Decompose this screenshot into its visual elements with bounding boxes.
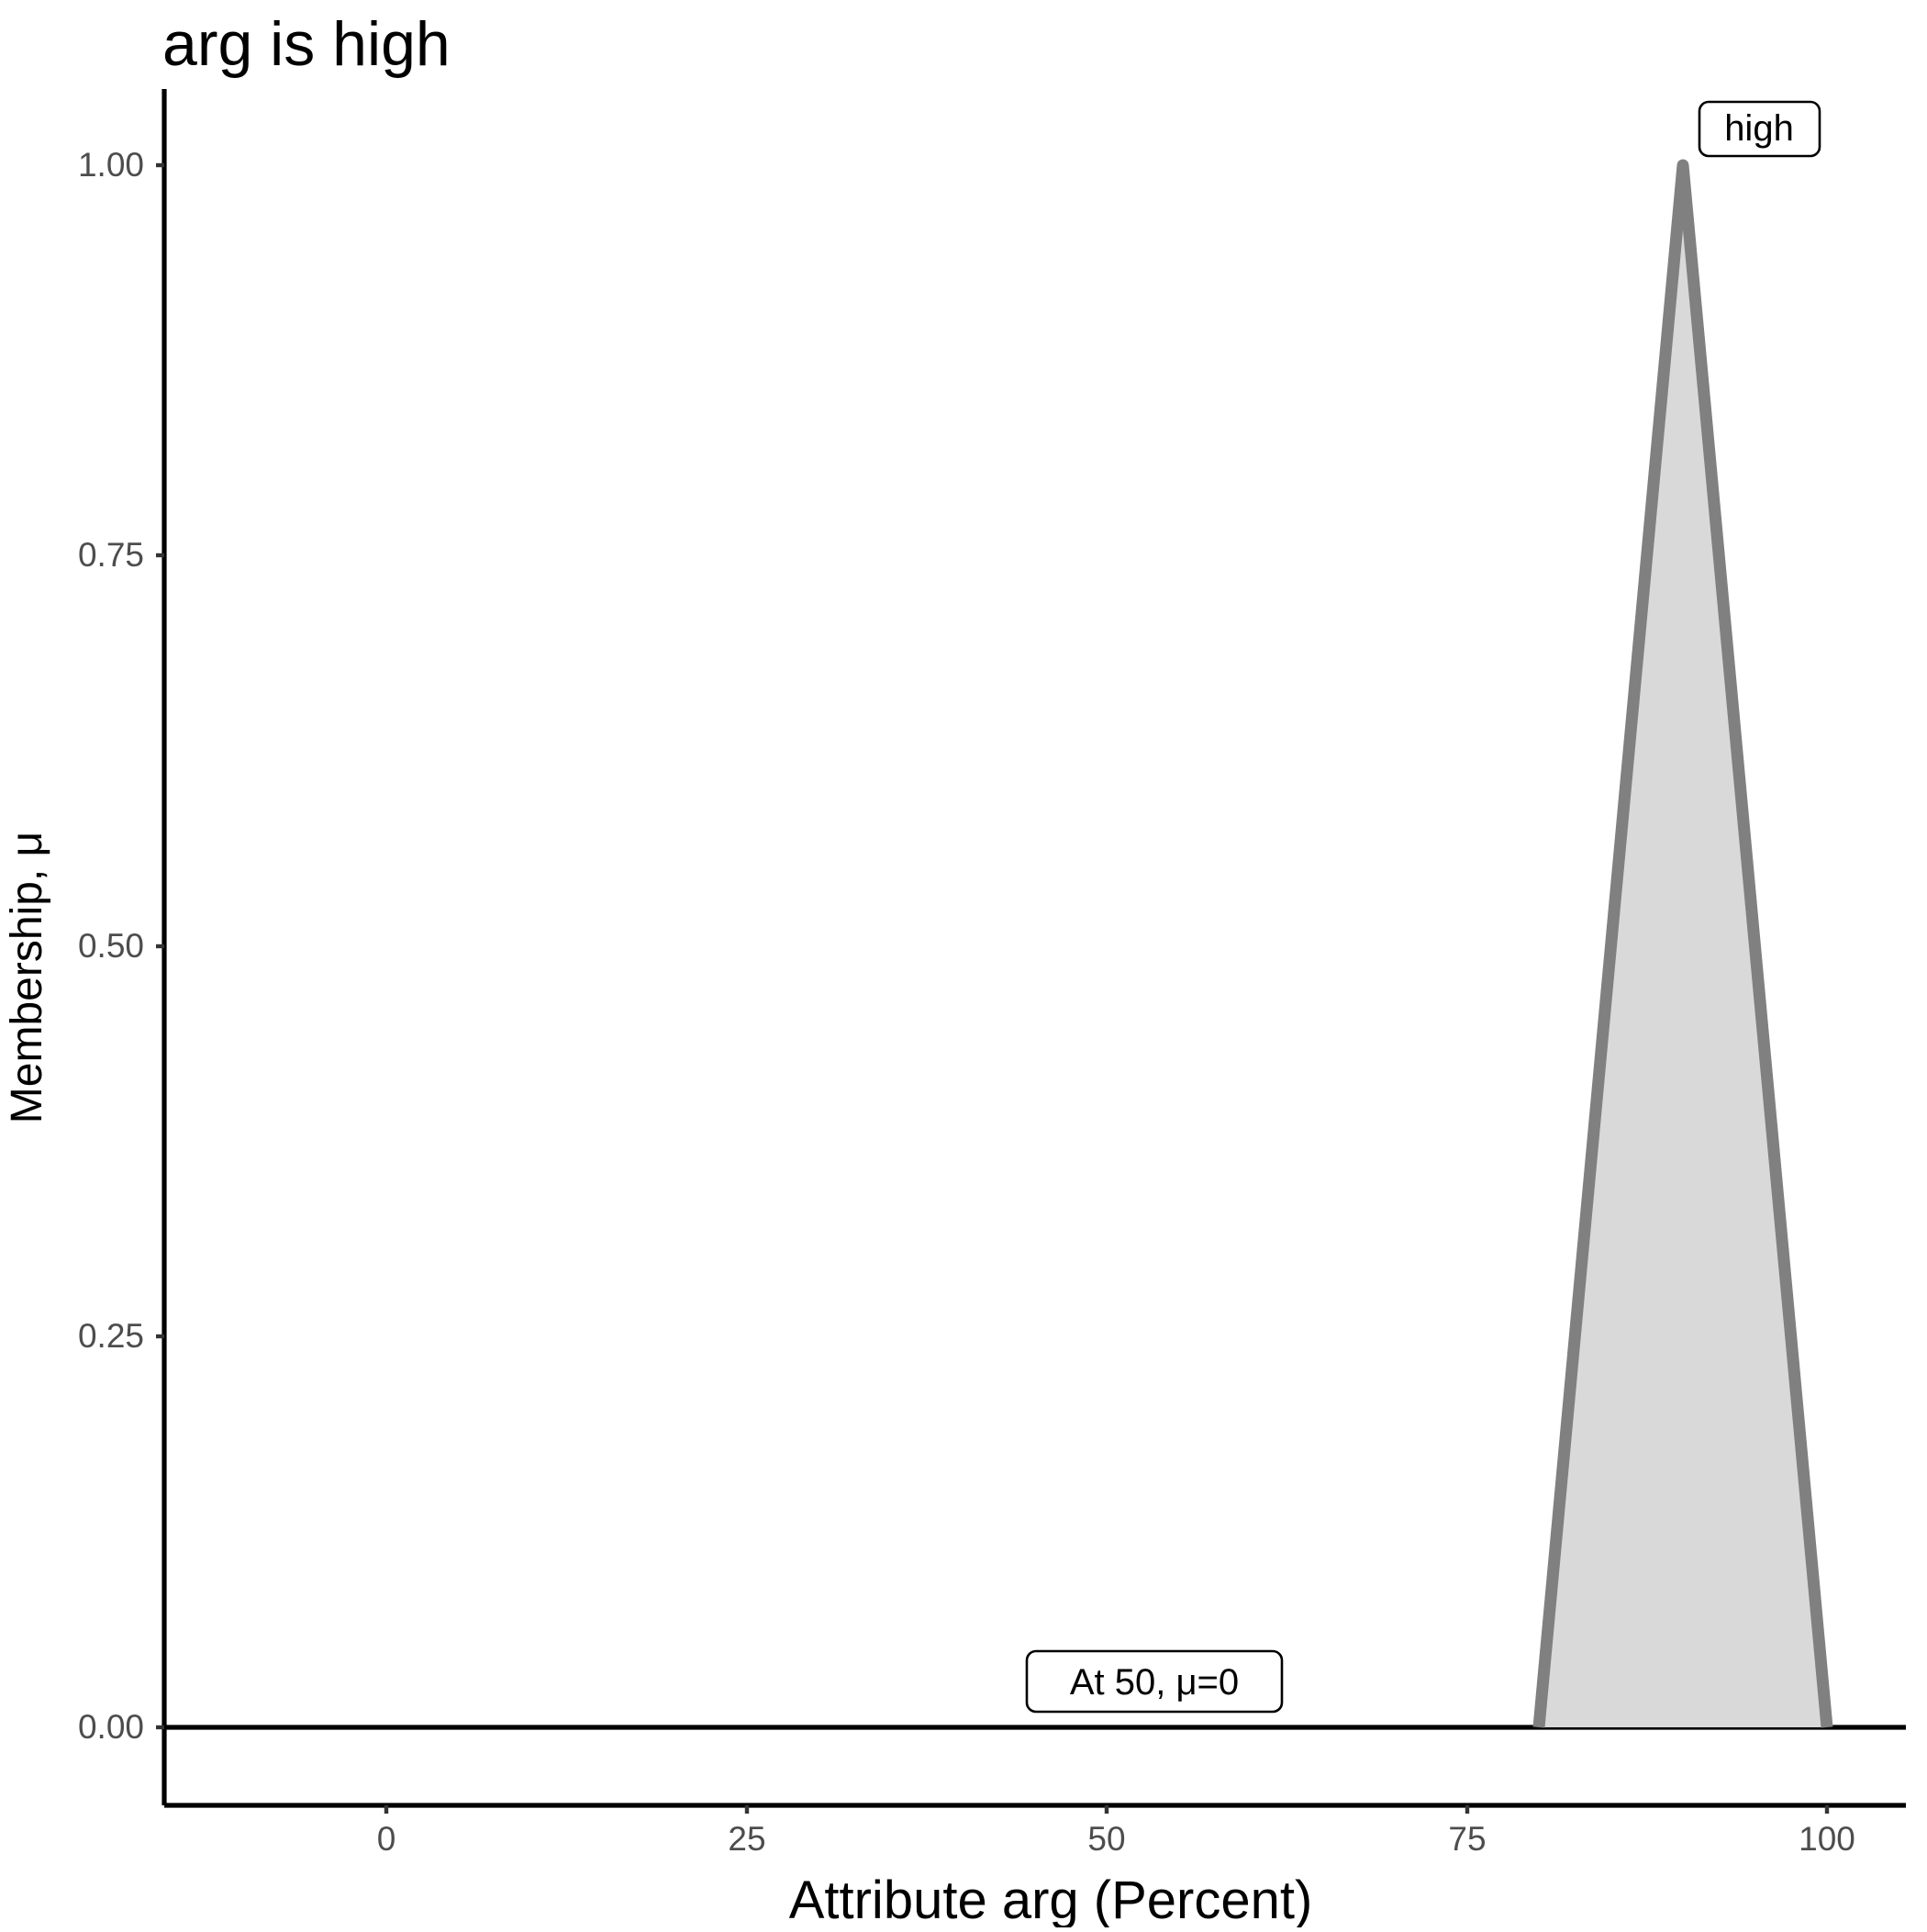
svg-text:25: 25 xyxy=(728,1820,765,1858)
svg-text:50: 50 xyxy=(1087,1820,1125,1858)
svg-text:100: 100 xyxy=(1799,1820,1855,1858)
svg-text:Attribute arg (Percent): Attribute arg (Percent) xyxy=(789,1871,1313,1927)
svg-text:arg is high: arg is high xyxy=(162,9,451,79)
svg-text:0.75: 0.75 xyxy=(78,536,144,574)
svg-text:0.00: 0.00 xyxy=(78,1708,144,1746)
svg-text:high: high xyxy=(1724,108,1794,149)
svg-text:75: 75 xyxy=(1448,1820,1486,1858)
svg-text:0.25: 0.25 xyxy=(78,1317,144,1355)
svg-text:1.00: 1.00 xyxy=(78,146,144,184)
svg-text:0: 0 xyxy=(377,1820,396,1858)
svg-text:Membership, μ: Membership, μ xyxy=(3,832,51,1123)
svg-text:0.50: 0.50 xyxy=(78,927,144,965)
svg-text:At 50, μ=0: At 50, μ=0 xyxy=(1070,1662,1239,1703)
